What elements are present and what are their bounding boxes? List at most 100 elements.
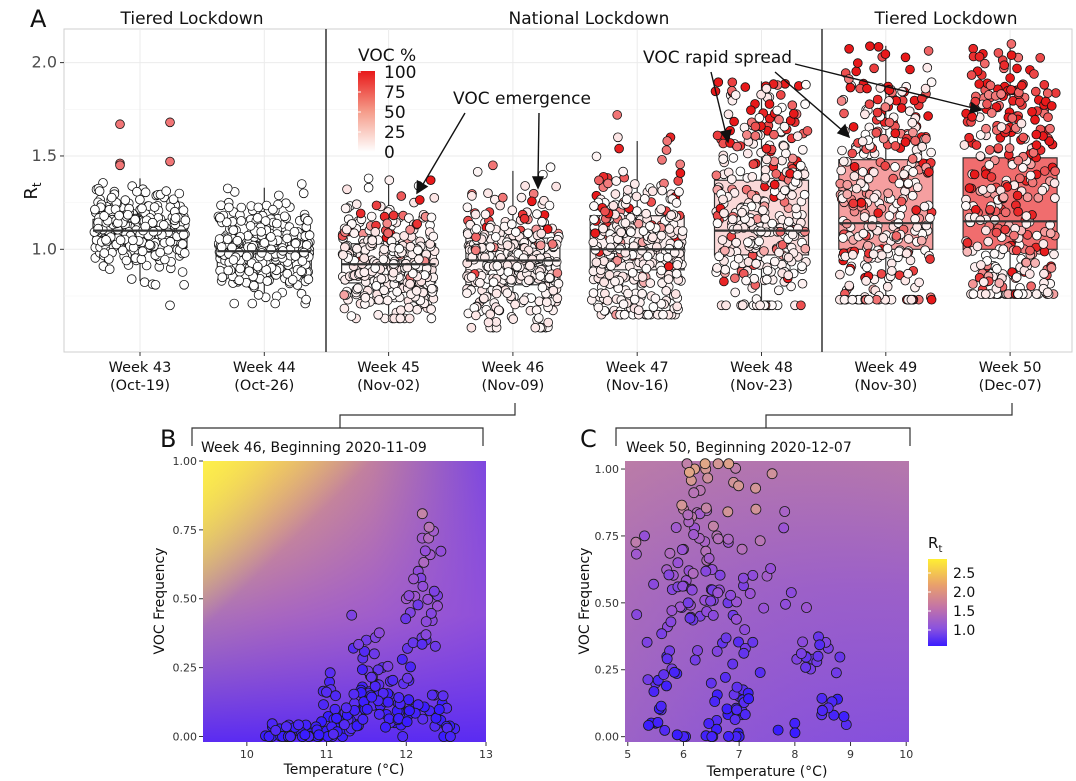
rt-point xyxy=(462,288,472,299)
rt-outlier-point xyxy=(612,110,622,120)
voc-frequency-point xyxy=(417,713,429,725)
rt-outlier-point xyxy=(165,300,175,311)
rt-point xyxy=(179,279,189,290)
rt-point xyxy=(637,272,648,282)
rt-point xyxy=(139,277,150,288)
rt-point xyxy=(647,232,658,243)
rt-point xyxy=(996,122,1007,132)
x-tick-week: Week 50 xyxy=(979,360,1042,376)
rt-point xyxy=(1051,88,1061,98)
panel-brackets xyxy=(191,403,1013,446)
rt-point xyxy=(610,276,620,287)
rt-point xyxy=(260,216,271,226)
rt-point xyxy=(591,257,602,268)
x-tick-label: 11 xyxy=(320,748,334,761)
rt-point xyxy=(962,247,973,257)
rt-point xyxy=(974,79,984,89)
rt-point xyxy=(545,162,556,173)
voc-frequency-point xyxy=(340,702,352,714)
rt-point xyxy=(165,236,176,247)
rt-point xyxy=(279,211,290,222)
rt-point xyxy=(1038,239,1049,249)
rt-point xyxy=(861,276,871,286)
rt-point xyxy=(1042,88,1053,98)
bracket-b-top xyxy=(191,427,484,446)
rt-point xyxy=(541,297,552,308)
rt-point xyxy=(878,233,889,243)
rt-point xyxy=(743,237,753,248)
voc-frequency-point xyxy=(796,648,807,659)
voc-frequency-point xyxy=(412,599,424,611)
voc-legend-tick: 0 xyxy=(384,143,395,163)
rt-point xyxy=(962,238,973,248)
rt-point xyxy=(610,189,621,199)
voc-frequency-point xyxy=(648,686,660,697)
rt-point xyxy=(339,290,350,300)
voc-frequency-point xyxy=(655,700,667,712)
rt-point xyxy=(622,185,633,195)
rt-point xyxy=(536,228,547,239)
rt-point xyxy=(975,215,986,226)
rt-point xyxy=(1000,224,1010,235)
rt-point xyxy=(845,82,856,93)
rt-point xyxy=(535,240,546,251)
y-tick-label: 1.5 xyxy=(32,146,57,165)
panel-c-heatmap xyxy=(625,461,909,742)
rt-point xyxy=(523,228,533,239)
rt-point xyxy=(880,161,890,171)
rt-point xyxy=(848,122,859,132)
arrow-spread-1 xyxy=(710,71,727,135)
rt-point xyxy=(519,295,529,306)
voc-frequency-point xyxy=(750,482,761,494)
rt-point xyxy=(712,218,723,229)
rt-point xyxy=(1011,272,1022,283)
voc-frequency-point xyxy=(789,717,801,729)
y-tick-label: 1.0 xyxy=(32,239,57,258)
rt-point xyxy=(535,271,546,281)
rt-point xyxy=(495,200,505,211)
voc-frequency-point xyxy=(739,709,751,720)
rt-point xyxy=(769,179,780,190)
voc-frequency-point xyxy=(682,509,694,521)
rt-point xyxy=(229,298,240,309)
rt-legend-tick: 1.0 xyxy=(953,623,975,639)
y-tick-label: 0.25 xyxy=(173,662,198,675)
rt-point xyxy=(603,178,613,189)
rt-point xyxy=(242,251,252,262)
rt-point xyxy=(531,305,542,316)
rt-point xyxy=(961,201,971,211)
panel-a-letter: A xyxy=(30,5,47,33)
rt-point xyxy=(126,274,137,284)
rt-point xyxy=(1012,190,1023,201)
rt-point xyxy=(761,154,772,165)
rt-point xyxy=(548,285,559,296)
voc-frequency-point xyxy=(754,667,766,678)
rt-point xyxy=(1032,230,1042,241)
voc-frequency-point xyxy=(736,543,748,555)
rt-point xyxy=(394,243,405,254)
rt-point xyxy=(862,83,872,94)
y-tick-label: 0.75 xyxy=(173,524,198,537)
rt-point xyxy=(141,260,152,271)
rt-point xyxy=(1045,123,1055,134)
voc-frequency-point xyxy=(703,552,715,564)
rt-point xyxy=(101,235,111,245)
rt-point xyxy=(677,226,688,236)
rt-point xyxy=(976,260,986,270)
rt-point xyxy=(873,208,883,218)
rt-point xyxy=(926,294,937,305)
rt-point xyxy=(296,266,307,277)
rt-point xyxy=(411,286,422,296)
voc-frequency-point xyxy=(727,658,739,670)
rt-point xyxy=(983,236,993,247)
rt-point xyxy=(975,151,986,161)
rt-point xyxy=(771,169,781,179)
rt-point xyxy=(795,160,806,171)
rt-point xyxy=(923,46,934,56)
voc-frequency-point xyxy=(671,729,683,741)
rt-point xyxy=(747,172,758,182)
rt-point xyxy=(670,289,681,299)
rt-point xyxy=(383,228,393,238)
rt-point xyxy=(483,188,493,199)
rt-point xyxy=(235,263,246,274)
